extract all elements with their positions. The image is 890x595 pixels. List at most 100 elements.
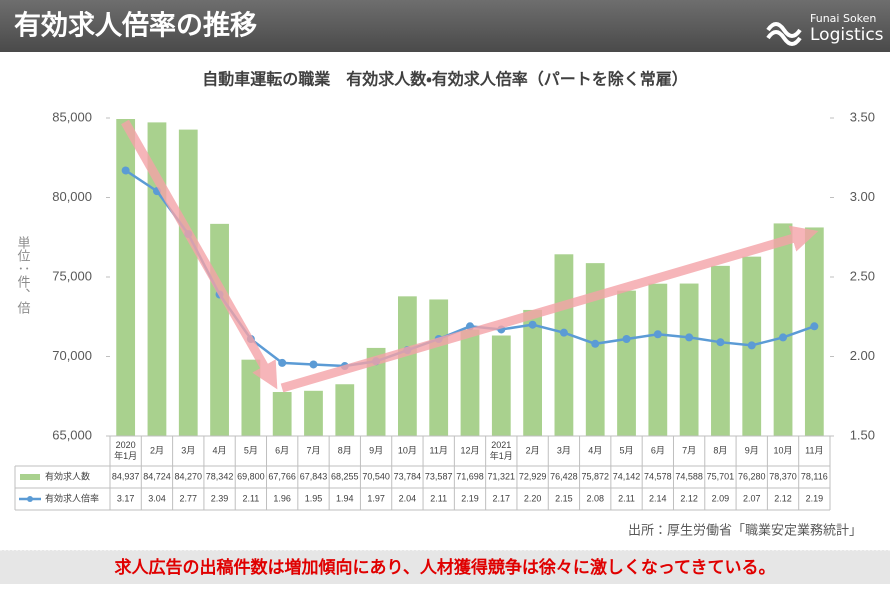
value-label: 2.12 [680,493,698,503]
point [121,166,130,175]
value-label: 2.20 [524,493,542,503]
value-label: 78,116 [801,471,828,481]
logo-bottom: Logistics [810,25,884,45]
bar [804,227,824,436]
point [559,328,568,337]
value-label: 2.15 [555,493,573,503]
bar [272,392,292,436]
value-label: 73,784 [394,471,422,481]
bar [648,283,668,436]
trend-arrows [121,119,819,393]
x-tick-label: 10月 [398,445,417,455]
value-label: 2.14 [649,493,667,503]
bar [585,263,605,436]
value-label: 2.07 [743,493,761,503]
bar [241,359,261,436]
point [278,358,287,367]
point [653,330,662,339]
value-label: 2.12 [774,493,792,503]
x-tick-label: 10月 [774,445,793,455]
x-tick-label: 7月 [306,445,320,455]
bar [711,265,730,436]
y-tick-label: 85,000 [52,109,92,124]
x-tick-label: 6月 [275,445,289,455]
y2-tick-label: 2.00 [850,348,875,363]
legend-label: 有効求人数 [45,470,90,481]
value-label: 72,929 [519,471,547,481]
bar [116,119,136,436]
bar [178,129,198,436]
y2-tick-label: 3.00 [850,189,875,204]
bar [335,384,355,436]
arrow [121,119,278,390]
value-label: 67,843 [300,471,328,481]
point [779,333,788,342]
value-label: 75,872 [581,471,609,481]
x-tick-label: 9月 [745,445,759,455]
y-tick-label: 80,000 [52,189,92,204]
bar [366,347,386,436]
value-label: 2.11 [430,493,447,503]
footer-message: 求人広告の出稿件数は増加傾向にあり、人材獲得競争は徐々に激しくなってきている。 [115,557,776,578]
value-label: 74,578 [644,471,672,481]
bar [679,283,699,436]
y-tick-label: 65,000 [52,427,92,442]
point [591,339,600,348]
legend-label: 有効求人倍率 [45,492,99,503]
logo-top: Funai Soken [810,12,876,25]
footer-band [0,550,890,584]
bar [147,122,167,436]
point [810,322,819,331]
value-label: 84,270 [174,471,202,481]
value-label: 69,800 [237,471,265,481]
value-label: 84,937 [112,471,140,481]
value-label: 2.11 [242,493,259,503]
chart-title: 自動車運転の職業 有効求人数・有効求人倍率（パートを除く常雇） [202,70,687,89]
value-label: 2.19 [461,493,479,503]
legend-dot [27,496,33,502]
x-tick-label: 3月 [181,445,195,455]
y2-tick-label: 2.50 [850,268,875,283]
x-tick-label: 7月 [682,445,696,455]
bar [460,329,480,436]
bar [617,290,636,436]
value-label: 70,540 [362,471,390,481]
point [528,320,537,329]
value-label: 2.19 [806,493,824,503]
x-tick-label: 5月 [244,445,258,455]
x-tick-label: 9月 [369,445,383,455]
x-tick-label: 11月 [430,445,448,455]
y-tick-label: 70,000 [52,348,92,363]
value-label: 2.39 [211,493,229,503]
value-label: 2.08 [586,493,604,503]
value-label: 84,724 [143,471,171,481]
x-tick-label: 3月 [557,445,571,455]
bar [304,390,323,436]
page-title: 有効求人倍率の推移 [14,11,257,42]
point [622,335,631,344]
value-label: 2.11 [618,493,635,503]
value-label: 76,428 [550,471,578,481]
value-label: 2.04 [399,493,417,503]
plot: 65,000 70,000 75,000 80,000 85,000 1.50 2.00 2.… [14,109,875,511]
x-tick-label: 5月 [620,445,634,455]
point [685,333,694,342]
value-label: 75,701 [707,471,735,481]
x-tick-label: 6月 [651,445,665,455]
value-label: 68,255 [331,471,359,481]
value-label: 78,370 [769,471,797,481]
x-tick-label: 2月 [526,445,540,455]
point [747,341,756,350]
value-label: 71,321 [488,471,516,481]
value-label: 2.77 [179,493,197,503]
y2-tick-label: 3.50 [850,109,875,124]
value-label: 1.94 [336,493,354,503]
x-tick-label: 8月 [713,445,727,455]
bar [398,296,417,436]
y2-tick-label: 1.50 [850,427,875,442]
point [716,338,725,347]
value-label: 67,766 [268,471,296,481]
x-tick-label: 11月 [805,445,823,455]
value-label: 1.96 [273,493,291,503]
value-label: 76,280 [738,471,766,481]
